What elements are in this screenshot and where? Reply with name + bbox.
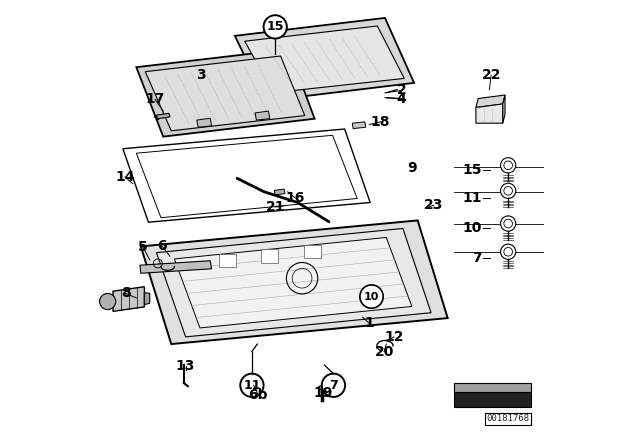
Polygon shape (157, 228, 431, 337)
Circle shape (500, 244, 516, 259)
Text: 18: 18 (371, 115, 390, 129)
Text: 21: 21 (266, 200, 285, 214)
Circle shape (500, 216, 516, 231)
Text: 11: 11 (243, 379, 260, 392)
Polygon shape (303, 245, 321, 258)
Text: 6b: 6b (248, 388, 268, 402)
Polygon shape (113, 287, 145, 311)
Text: 20: 20 (374, 345, 394, 359)
Circle shape (322, 374, 345, 397)
Text: 16: 16 (285, 191, 305, 205)
Polygon shape (141, 220, 448, 344)
Polygon shape (219, 254, 236, 267)
Polygon shape (476, 104, 503, 123)
Circle shape (500, 158, 516, 173)
Text: 8: 8 (121, 286, 131, 301)
Text: 17: 17 (145, 92, 165, 107)
Polygon shape (454, 392, 531, 407)
Polygon shape (197, 118, 212, 127)
Text: 10: 10 (463, 221, 482, 236)
Text: 22: 22 (481, 68, 501, 82)
Text: 3: 3 (196, 68, 206, 82)
Text: 15: 15 (266, 20, 284, 34)
Text: 7: 7 (329, 379, 338, 392)
Polygon shape (157, 113, 170, 119)
Polygon shape (244, 26, 404, 93)
Text: 1: 1 (364, 316, 374, 331)
Circle shape (240, 374, 264, 397)
Text: 13: 13 (176, 359, 195, 374)
Ellipse shape (318, 386, 326, 389)
Polygon shape (174, 237, 412, 328)
Polygon shape (275, 189, 285, 195)
Text: 7: 7 (472, 250, 482, 265)
Circle shape (100, 293, 116, 310)
Circle shape (500, 183, 516, 198)
Text: 11: 11 (463, 191, 482, 205)
Polygon shape (476, 95, 505, 108)
Text: 19: 19 (314, 386, 333, 401)
Text: 00181768: 00181768 (486, 414, 530, 423)
Text: 2: 2 (397, 83, 406, 98)
Polygon shape (145, 56, 305, 131)
Polygon shape (145, 293, 150, 305)
Circle shape (360, 285, 383, 308)
Text: 5: 5 (138, 240, 148, 254)
Circle shape (264, 15, 287, 39)
Text: 23: 23 (424, 198, 444, 212)
Polygon shape (235, 18, 414, 101)
Polygon shape (503, 95, 505, 123)
Text: 14: 14 (115, 170, 135, 184)
Polygon shape (255, 111, 270, 120)
Polygon shape (136, 49, 315, 137)
Text: 15: 15 (463, 163, 482, 177)
Text: 12: 12 (384, 330, 404, 344)
Polygon shape (352, 122, 365, 129)
Polygon shape (454, 383, 531, 392)
Polygon shape (140, 261, 212, 273)
Text: 6: 6 (157, 239, 167, 254)
Polygon shape (261, 249, 278, 263)
Text: 4: 4 (397, 91, 406, 106)
Text: 9: 9 (407, 161, 417, 175)
Text: 10: 10 (364, 292, 380, 302)
